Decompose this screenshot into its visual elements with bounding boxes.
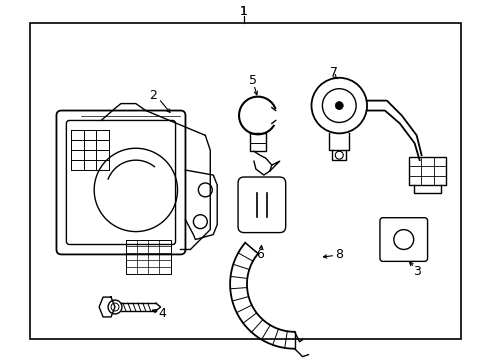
Text: 3: 3 bbox=[412, 265, 420, 278]
Text: 7: 7 bbox=[329, 66, 338, 79]
Text: 1: 1 bbox=[240, 5, 247, 18]
Text: 5: 5 bbox=[248, 74, 256, 87]
Text: 4: 4 bbox=[159, 307, 166, 320]
Bar bbox=[408, 157, 446, 185]
Text: 2: 2 bbox=[148, 89, 156, 102]
Circle shape bbox=[335, 102, 343, 109]
Text: 6: 6 bbox=[255, 248, 264, 261]
Text: 1: 1 bbox=[240, 5, 247, 18]
Text: 8: 8 bbox=[335, 248, 343, 261]
Bar bbox=[30, 23, 460, 339]
